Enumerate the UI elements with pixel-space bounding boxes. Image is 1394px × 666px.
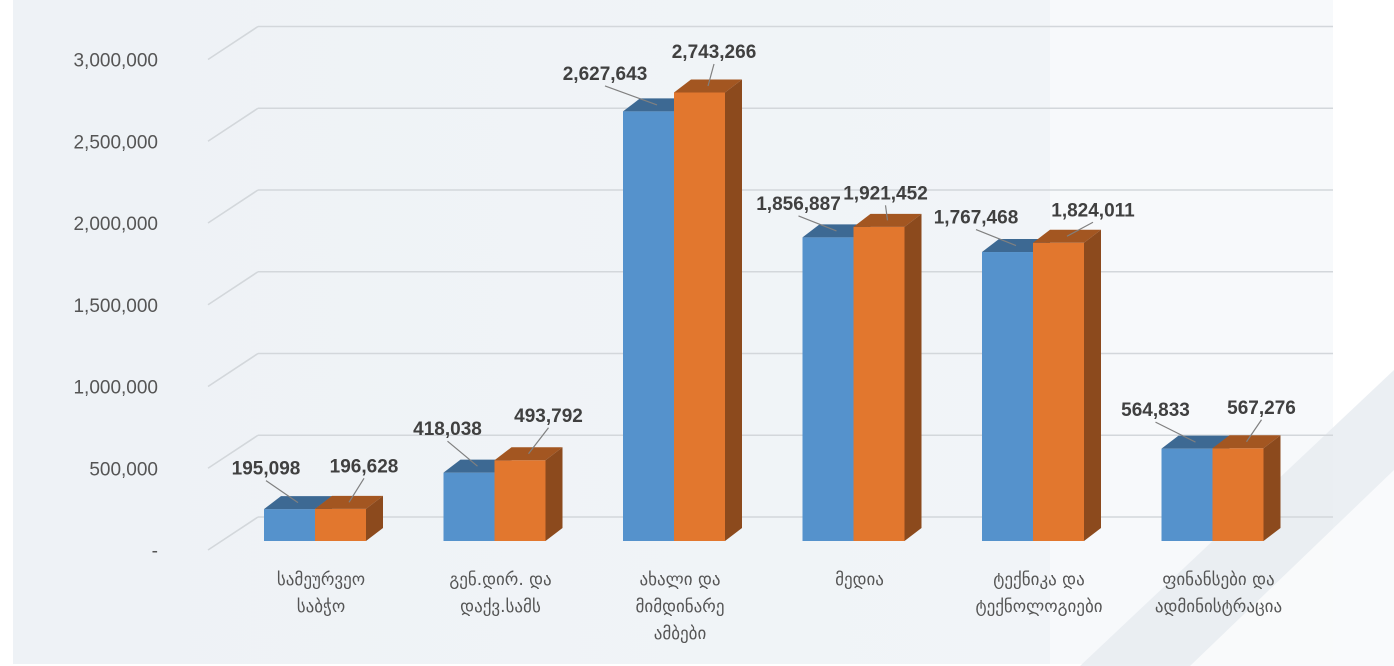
leader-line: [1246, 419, 1262, 443]
x-category-label: გენ.დირ. და დაქვ.სამს: [449, 570, 551, 617]
leader-line: [707, 63, 715, 87]
bar-front: [494, 460, 546, 541]
bar-front: [264, 509, 315, 541]
gridline-diagonal: [207, 25, 259, 61]
x-category-line: ფინანსები და: [1162, 570, 1274, 590]
x-category-line: ამბები: [654, 624, 707, 644]
leader-line: [528, 427, 549, 455]
x-category-line: ადმინისტრაცია: [1155, 597, 1282, 617]
x-category-line: ტექნოლოგიები: [975, 597, 1102, 617]
data-label: 1,856,887: [756, 194, 841, 215]
data-label: 1,767,468: [934, 208, 1019, 229]
x-axis-categories: სამეურვეო საბჭო გენ.დირ. და დაქვ.სამს ახალი …: [277, 570, 1282, 644]
x-category-label: მედია: [835, 570, 884, 590]
x-category-line: მიმდინარე: [636, 597, 725, 617]
y-tick-label: -: [152, 541, 158, 562]
leader-line: [1155, 421, 1196, 443]
gridline-diagonal: [207, 352, 259, 388]
bar-side: [725, 79, 742, 541]
bar-front: [1212, 448, 1264, 541]
x-category-line: სამეურვეო: [277, 570, 365, 590]
bar-side: [904, 213, 922, 542]
x-category-line: მედია: [835, 570, 884, 590]
y-tick-label: 2,000,000: [73, 214, 158, 235]
leader-line: [1066, 221, 1094, 237]
bar-side: [366, 495, 383, 541]
data-label: 564,833: [1121, 400, 1190, 421]
y-tick-label: 2,500,000: [73, 132, 158, 153]
x-category-line: ტექნიკა და: [993, 570, 1084, 590]
data-label: 195,098: [232, 459, 301, 480]
data-label: 196,628: [330, 456, 399, 477]
data-label: 493,792: [514, 406, 583, 427]
x-category-line: ახალი და: [640, 570, 721, 590]
leader-line: [975, 228, 1017, 247]
y-tick-label: 3,000,000: [73, 51, 158, 72]
grid-lines: [207, 25, 1333, 551]
leader-line: [884, 205, 889, 221]
leader-lines: [265, 63, 1262, 504]
leader-line: [798, 215, 837, 232]
bar-side: [545, 447, 563, 541]
bar-front: [443, 472, 495, 541]
bar-front: [802, 237, 854, 541]
y-tick-label: 500,000: [89, 459, 158, 480]
leader-line: [604, 85, 658, 106]
bar-front: [315, 508, 366, 541]
bar-front: [982, 252, 1033, 541]
bar-front: [1033, 242, 1084, 541]
data-label: 418,038: [413, 419, 482, 440]
leader-line: [348, 478, 365, 503]
bar-front: [1161, 448, 1213, 541]
x-category-line: გენ.დირ. და: [449, 570, 551, 590]
bar-side: [1084, 229, 1101, 541]
data-labels: 195,098 196,628 418,038 493,792 2,627,643 2,7…: [232, 42, 1296, 480]
bar-side: [1263, 435, 1281, 541]
data-label: 1,921,452: [843, 183, 928, 204]
data-label: 2,627,643: [563, 64, 648, 85]
x-category-line: დაქვ.სამს: [460, 597, 541, 617]
bar-front: [853, 226, 905, 542]
leader-line: [265, 480, 299, 504]
x-category-label: ფინანსები და ადმინისტრაცია: [1155, 570, 1282, 617]
leader-line: [447, 440, 478, 467]
bar-front: [674, 92, 725, 541]
y-tick-label: 1,500,000: [73, 296, 158, 317]
y-axis-ticks: - 500,000 1,000,000 1,500,000 2,000,000 2,500…: [73, 51, 158, 563]
gridline-diagonal: [207, 107, 259, 142]
data-label: 567,276: [1227, 398, 1296, 419]
x-category-line: საბჭო: [297, 597, 346, 617]
corner-decoration-light: [1190, 470, 1394, 666]
x-category-label: ახალი და მიმდინარე ამბები: [636, 570, 725, 644]
gridline-diagonal: [207, 189, 259, 224]
x-category-label: სამეურვეო საბჭო: [277, 570, 365, 617]
y-tick-label: 1,000,000: [73, 378, 158, 399]
data-label: 2,743,266: [672, 42, 757, 63]
x-category-label: ტექნიკა და ტექნოლოგიები: [975, 570, 1102, 617]
gridline-diagonal: [207, 434, 259, 469]
bars: [264, 79, 1281, 542]
gridline-diagonal: [207, 271, 259, 306]
bar-front: [623, 111, 674, 541]
gridline-diagonal: [207, 516, 259, 551]
data-label: 1,824,011: [1051, 200, 1135, 221]
